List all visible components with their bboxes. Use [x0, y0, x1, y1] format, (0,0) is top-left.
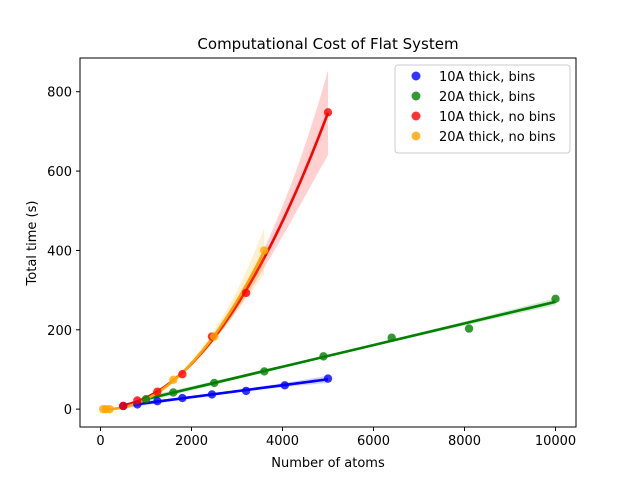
y-tick-label: 400	[47, 244, 72, 259]
data-point	[210, 332, 219, 341]
data-point	[169, 375, 178, 384]
data-point	[464, 324, 474, 333]
legend-marker	[411, 111, 421, 121]
x-axis-label: Number of atoms	[271, 456, 385, 471]
x-tick-label: 4000	[266, 434, 299, 449]
legend: 10A thick, bins 20A thick, bins 10A thick,…	[394, 64, 571, 154]
x-tick-label: 2000	[175, 434, 208, 449]
fit-line	[103, 250, 266, 411]
plot-frame	[79, 57, 577, 428]
x-tick-label: 10000	[535, 434, 576, 449]
data-point	[260, 246, 269, 255]
legend-marker	[411, 71, 421, 81]
data-point	[551, 294, 560, 304]
x-axis-ticks: 0 2000 4000 6000 8000 10000	[96, 427, 576, 449]
data-point	[105, 404, 114, 414]
data-points	[99, 108, 560, 414]
legend-marker	[411, 131, 421, 141]
fit-line	[122, 112, 330, 407]
y-axis-ticks: 0 200 400 600 800	[47, 86, 80, 418]
x-tick-label: 8000	[448, 434, 481, 449]
legend-marker	[411, 91, 421, 101]
data-point	[153, 397, 162, 406]
data-point	[387, 333, 396, 342]
y-axis-label: Total time (s)	[25, 201, 40, 287]
confidence-band	[123, 70, 328, 407]
y-tick-label: 0	[64, 403, 72, 418]
data-point	[319, 352, 328, 361]
legend-label: 10A thick, bins	[439, 70, 536, 85]
legend-label: 10A thick, no bins	[439, 110, 556, 125]
x-tick-label: 0	[96, 434, 104, 449]
chart-title: Computational Cost of Flat System	[197, 35, 458, 53]
data-point	[280, 381, 289, 390]
x-tick-label: 6000	[357, 434, 390, 449]
confidence-band	[103, 227, 265, 410]
data-point	[207, 390, 217, 399]
data-point	[141, 395, 151, 404]
y-tick-label: 600	[47, 165, 72, 180]
data-point	[178, 393, 187, 403]
y-tick-label: 800	[47, 86, 72, 101]
data-point	[153, 387, 162, 396]
data-point	[119, 401, 128, 411]
data-point	[323, 108, 333, 117]
data-point	[260, 367, 269, 376]
data-point	[133, 396, 142, 405]
legend-box	[394, 64, 571, 154]
data-point	[323, 374, 333, 383]
data-point	[169, 388, 178, 397]
data-point	[241, 288, 251, 298]
fit-line	[145, 300, 556, 401]
legend-label: 20A thick, no bins	[439, 130, 556, 145]
y-tick-label: 200	[47, 324, 72, 339]
legend-label: 20A thick, bins	[439, 90, 536, 105]
data-point	[178, 370, 187, 379]
data-point	[241, 386, 251, 396]
data-point	[210, 378, 219, 388]
